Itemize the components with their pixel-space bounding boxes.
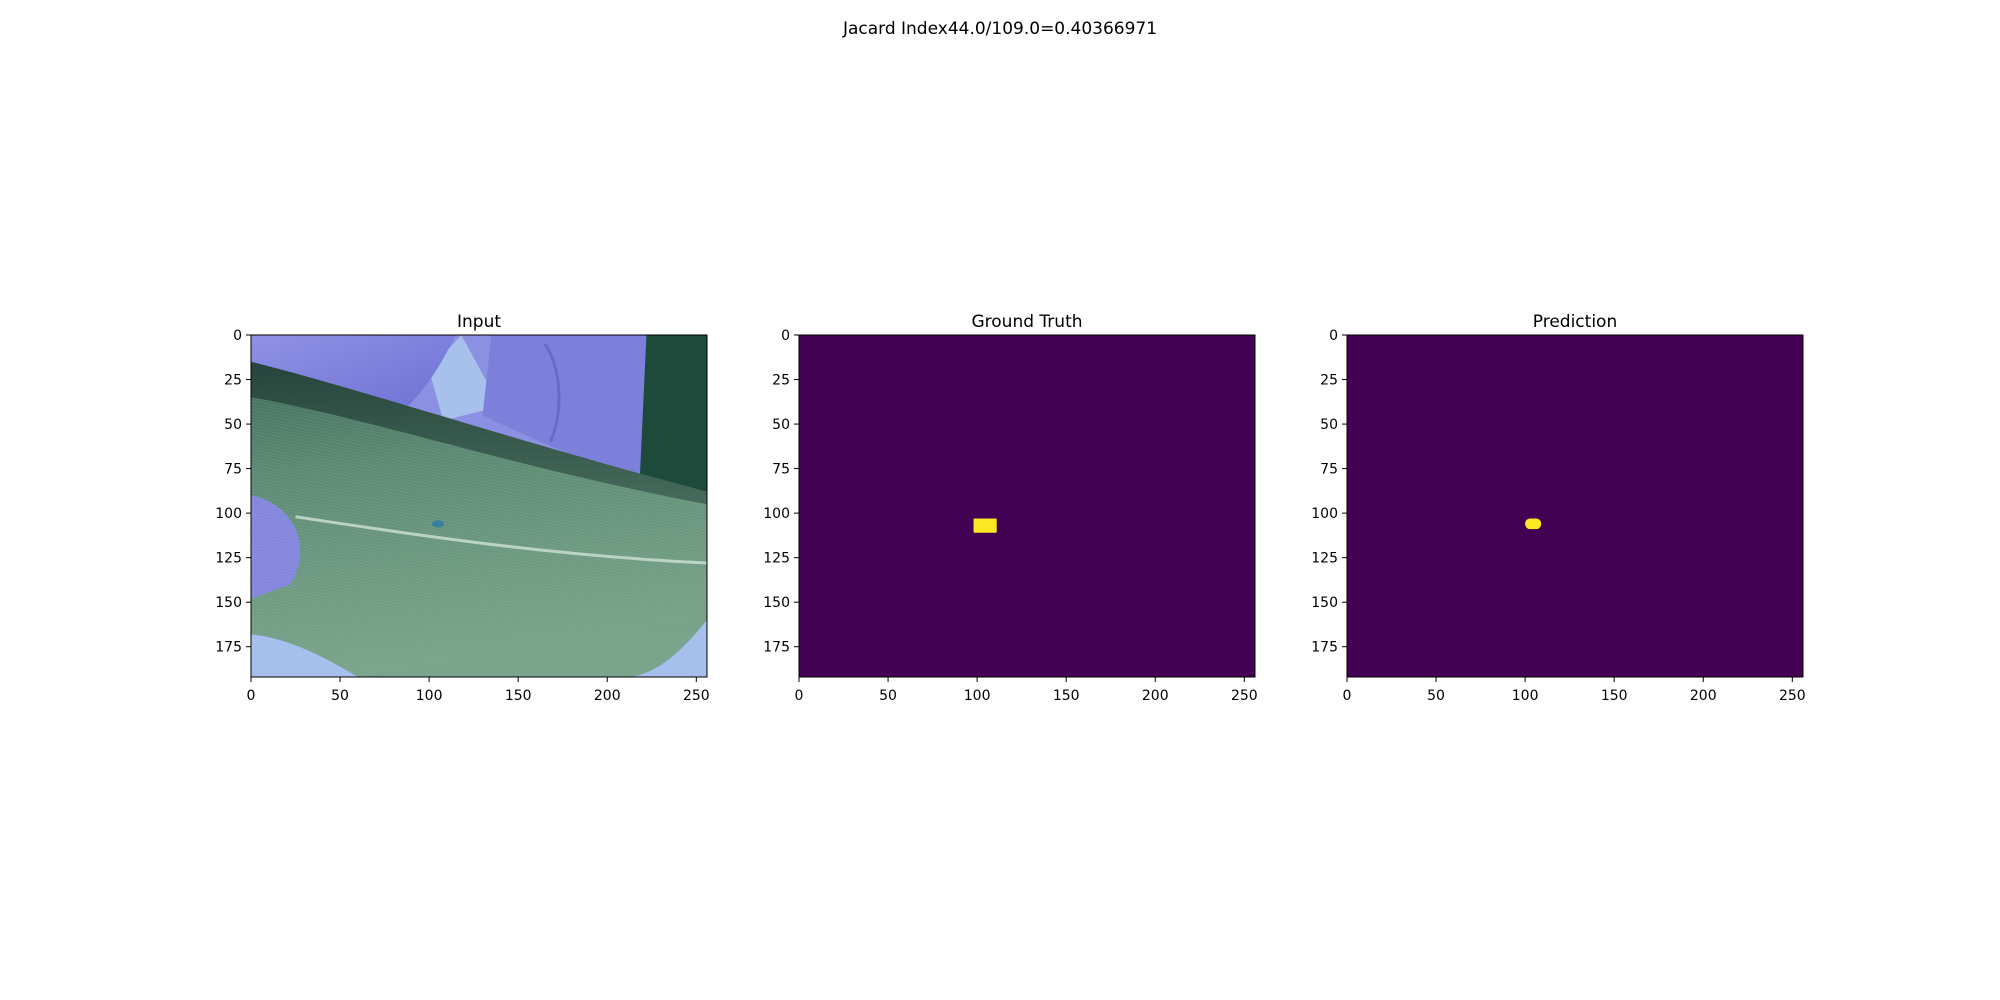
mask-region [973, 518, 997, 533]
mask-region [1525, 518, 1542, 530]
y-tick-label: 75 [772, 462, 790, 478]
x-tick-label: 250 [1231, 688, 1258, 704]
mask-background [799, 335, 1255, 677]
subplot-prediction: Prediction 0 50 100 150 200 250 0 25 50 75 100 125 15… [1311, 312, 1805, 704]
y-tick-label: 75 [224, 462, 242, 478]
x-tick-label: 0 [795, 688, 804, 704]
y-tick-label: 150 [215, 595, 242, 611]
x-tick-label: 150 [1053, 688, 1080, 704]
x-tick-label: 50 [331, 688, 349, 704]
y-tick-label: 25 [772, 373, 790, 389]
y-tick-label: 0 [1329, 328, 1338, 344]
y-tick-label: 0 [781, 328, 790, 344]
x-tick-label: 0 [1343, 688, 1352, 704]
x-tick-label: 0 [247, 688, 256, 704]
subplot-ground-truth: Ground Truth 0 50 100 150 200 250 0 25 50 75 100 125… [763, 312, 1257, 704]
x-tick-label: 100 [964, 688, 991, 704]
y-tick-label: 50 [224, 417, 242, 433]
x-tick-label: 200 [594, 688, 621, 704]
axes-frame [250, 334, 708, 678]
axes-frame [798, 334, 1256, 678]
y-tick-label: 125 [1311, 551, 1338, 567]
subplot-title: Prediction [1533, 312, 1617, 332]
y-tick-label: 25 [224, 373, 242, 389]
x-tick-label: 100 [1512, 688, 1539, 704]
y-tick-label: 175 [215, 640, 242, 656]
subplot-title: Input [457, 312, 501, 332]
y-tick-label: 175 [763, 640, 790, 656]
y-tick-label: 25 [1320, 373, 1338, 389]
x-tick-label: 250 [683, 688, 710, 704]
y-tick-label: 100 [215, 506, 242, 522]
subplot-input: Input 0 50 100 150 200 250 0 25 50 75 100 125 150 175 [215, 312, 709, 704]
input-image [251, 335, 707, 677]
x-tick-label: 50 [1427, 688, 1445, 704]
axes-frame [1346, 334, 1804, 678]
x-tick-label: 50 [879, 688, 897, 704]
y-tick-label: 0 [233, 328, 242, 344]
figure-suptitle: Jacard Index44.0/109.0=0.40366971 [842, 19, 1157, 39]
y-tick-label: 125 [215, 551, 242, 567]
x-tick-label: 200 [1142, 688, 1169, 704]
x-tick-label: 150 [505, 688, 532, 704]
y-tick-label: 100 [1311, 506, 1338, 522]
x-tick-label: 100 [416, 688, 443, 704]
mask-background [1347, 335, 1803, 677]
lesion-spot [432, 520, 445, 528]
y-tick-label: 125 [763, 551, 790, 567]
y-tick-label: 50 [1320, 417, 1338, 433]
y-tick-label: 50 [772, 417, 790, 433]
y-tick-label: 100 [763, 506, 790, 522]
x-tick-label: 250 [1779, 688, 1806, 704]
y-tick-label: 75 [1320, 462, 1338, 478]
subplot-title: Ground Truth [971, 312, 1082, 332]
y-tick-label: 150 [763, 595, 790, 611]
y-tick-label: 150 [1311, 595, 1338, 611]
x-tick-label: 200 [1690, 688, 1717, 704]
y-tick-label: 175 [1311, 640, 1338, 656]
x-tick-label: 150 [1601, 688, 1628, 704]
